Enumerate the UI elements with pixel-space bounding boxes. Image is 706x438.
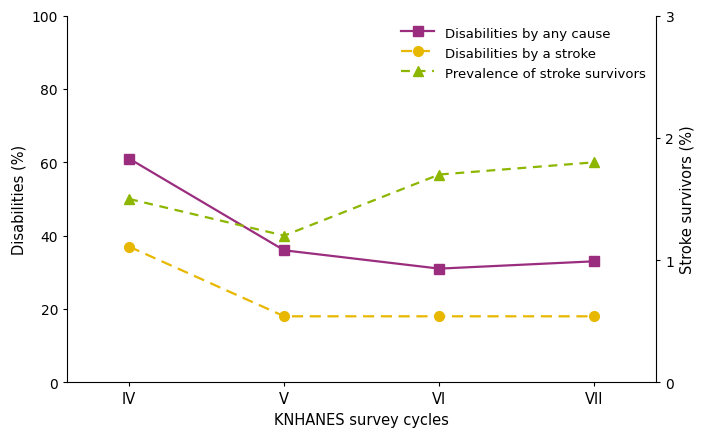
Disabilities by a stroke: [280, 314, 289, 319]
Disabilities by a stroke: [590, 314, 599, 319]
Prevalence of stroke survivors: [590, 160, 599, 166]
Line: Prevalence of stroke survivors: Prevalence of stroke survivors: [124, 158, 599, 241]
Prevalence of stroke survivors: [435, 173, 443, 178]
Disabilities by a stroke: [435, 314, 443, 319]
Prevalence of stroke survivors: [125, 197, 133, 202]
Prevalence of stroke survivors: [280, 233, 289, 239]
X-axis label: KNHANES survey cycles: KNHANES survey cycles: [275, 412, 449, 427]
Y-axis label: Stroke survivors (%): Stroke survivors (%): [680, 125, 695, 274]
Y-axis label: Disabilities (%): Disabilities (%): [11, 145, 26, 254]
Disabilities by any cause: [280, 248, 289, 253]
Disabilities by any cause: [435, 266, 443, 272]
Line: Disabilities by any cause: Disabilities by any cause: [124, 155, 599, 274]
Disabilities by any cause: [590, 259, 599, 264]
Line: Disabilities by a stroke: Disabilities by a stroke: [124, 242, 599, 321]
Disabilities by a stroke: [125, 244, 133, 250]
Legend: Disabilities by any cause, Disabilities by a stroke, Prevalence of stroke surviv: Disabilities by any cause, Disabilities …: [397, 23, 650, 85]
Disabilities by any cause: [125, 157, 133, 162]
